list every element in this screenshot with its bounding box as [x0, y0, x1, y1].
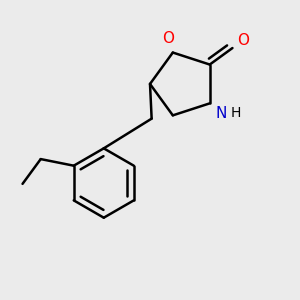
Text: O: O — [162, 31, 174, 46]
Text: O: O — [237, 33, 249, 48]
Text: N: N — [216, 106, 227, 121]
Text: H: H — [231, 106, 242, 120]
